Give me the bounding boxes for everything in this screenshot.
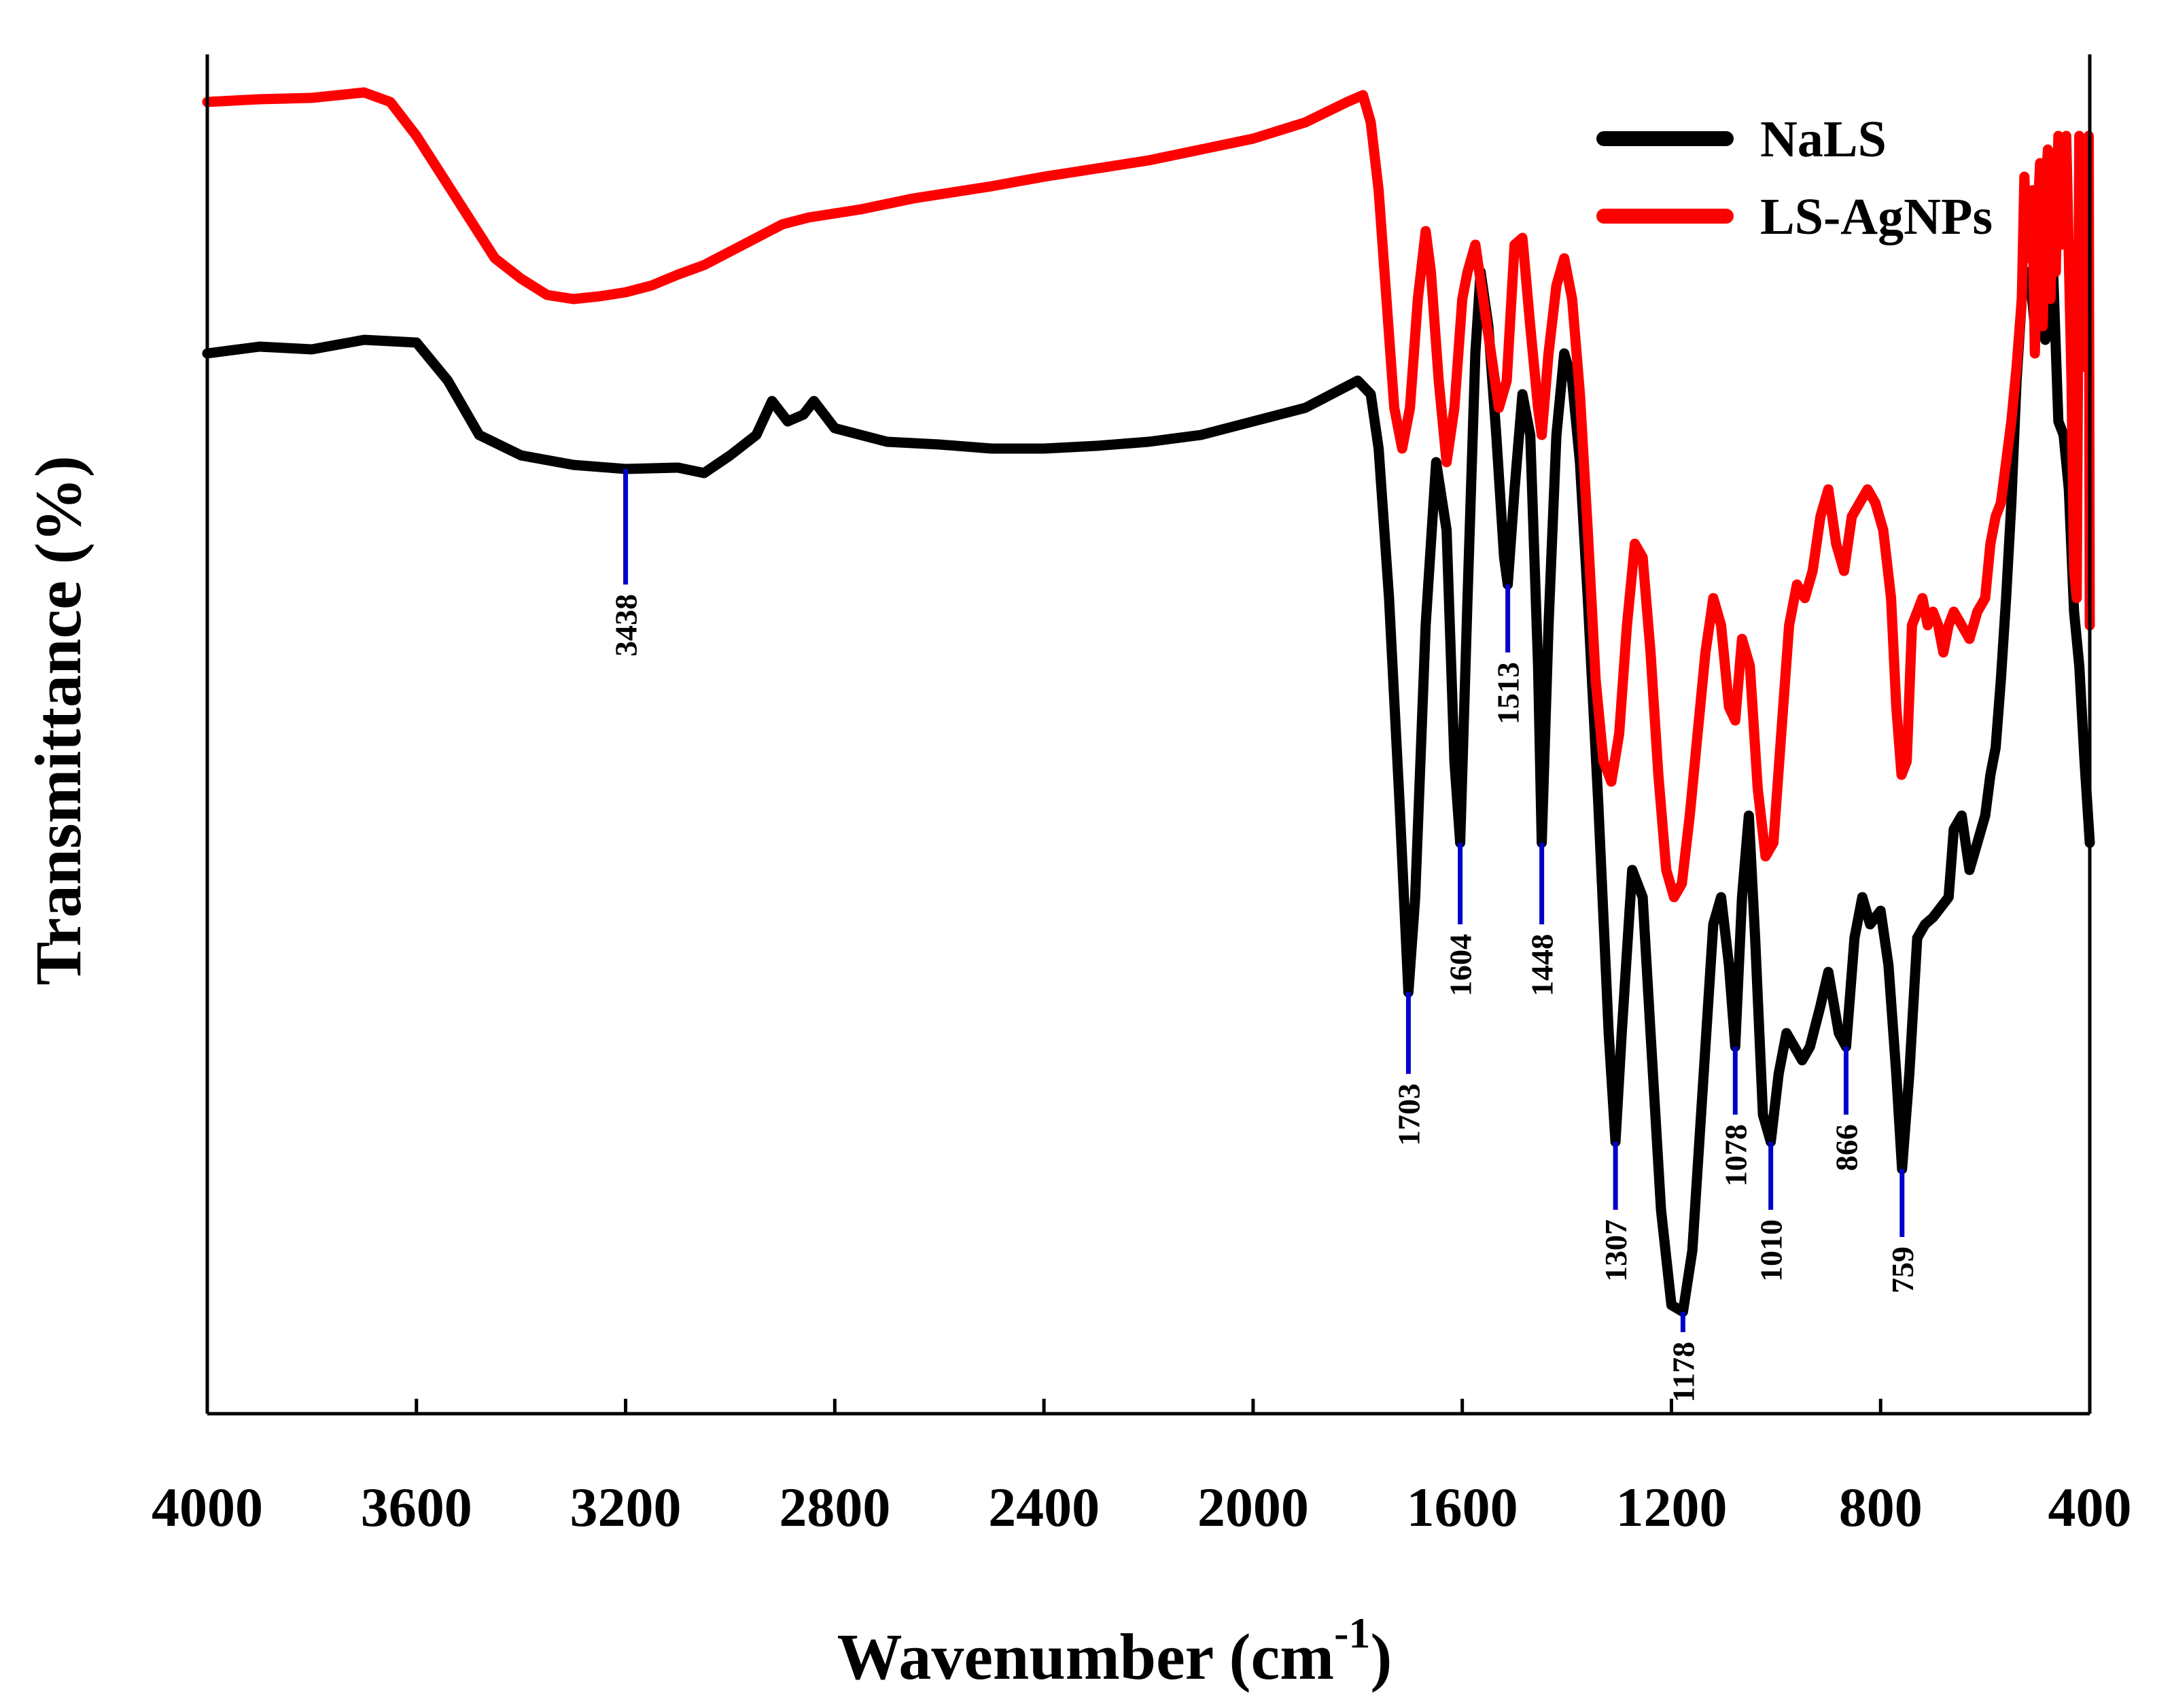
- x-tick-label: 2400: [988, 1476, 1100, 1538]
- x-tick-label: 1200: [1615, 1476, 1727, 1538]
- x-tick-label: 3200: [570, 1476, 682, 1538]
- peak-label: 1513: [1491, 662, 1526, 725]
- legend: NaLS LS-AgNPs: [1596, 111, 1993, 245]
- peak-label: 1010: [1754, 1219, 1789, 1282]
- peak-label: 1178: [1666, 1342, 1700, 1402]
- y-axis-title: Transmittance (%): [22, 455, 94, 985]
- legend-label-nals: NaLS: [1760, 111, 1887, 168]
- series-line-ls-agnps: [202, 87, 2095, 903]
- x-tick-label: 2000: [1197, 1476, 1309, 1538]
- x-axis-title-main: Wavenumber (cm: [837, 1620, 1334, 1693]
- x-axis-title: Wavenumber (cm-1): [837, 1609, 1392, 1693]
- x-tick-label: 4000: [152, 1476, 263, 1538]
- x-tick-label: 3600: [361, 1476, 472, 1538]
- x-tick-label: 1600: [1407, 1476, 1518, 1538]
- peak-label: 1448: [1525, 934, 1560, 996]
- peak-label: 866: [1829, 1124, 1863, 1171]
- peak-label: 1703: [1391, 1083, 1426, 1146]
- x-axis-title-close: ): [1370, 1620, 1392, 1693]
- series-line-nals: [202, 253, 2095, 1317]
- x-tick-label: 800: [1839, 1476, 1923, 1538]
- peak-label: 1078: [1718, 1124, 1753, 1187]
- x-tick-label: 400: [2048, 1476, 2132, 1538]
- legend-label-ls-agnps: LS-AgNPs: [1760, 188, 1993, 245]
- peak-label: 759: [1885, 1247, 1920, 1293]
- peak-label: 1307: [1598, 1219, 1633, 1282]
- peak-label: 3438: [609, 594, 644, 657]
- axes: 4000 3600 3200 2800 2400 2000 1600 1200 800 400: [152, 54, 2132, 1538]
- x-axis-title-sup: -1: [1334, 1609, 1370, 1657]
- peak-label: 1604: [1443, 934, 1478, 996]
- plot-area: [202, 87, 2095, 1317]
- x-tick-label: 2800: [779, 1476, 890, 1538]
